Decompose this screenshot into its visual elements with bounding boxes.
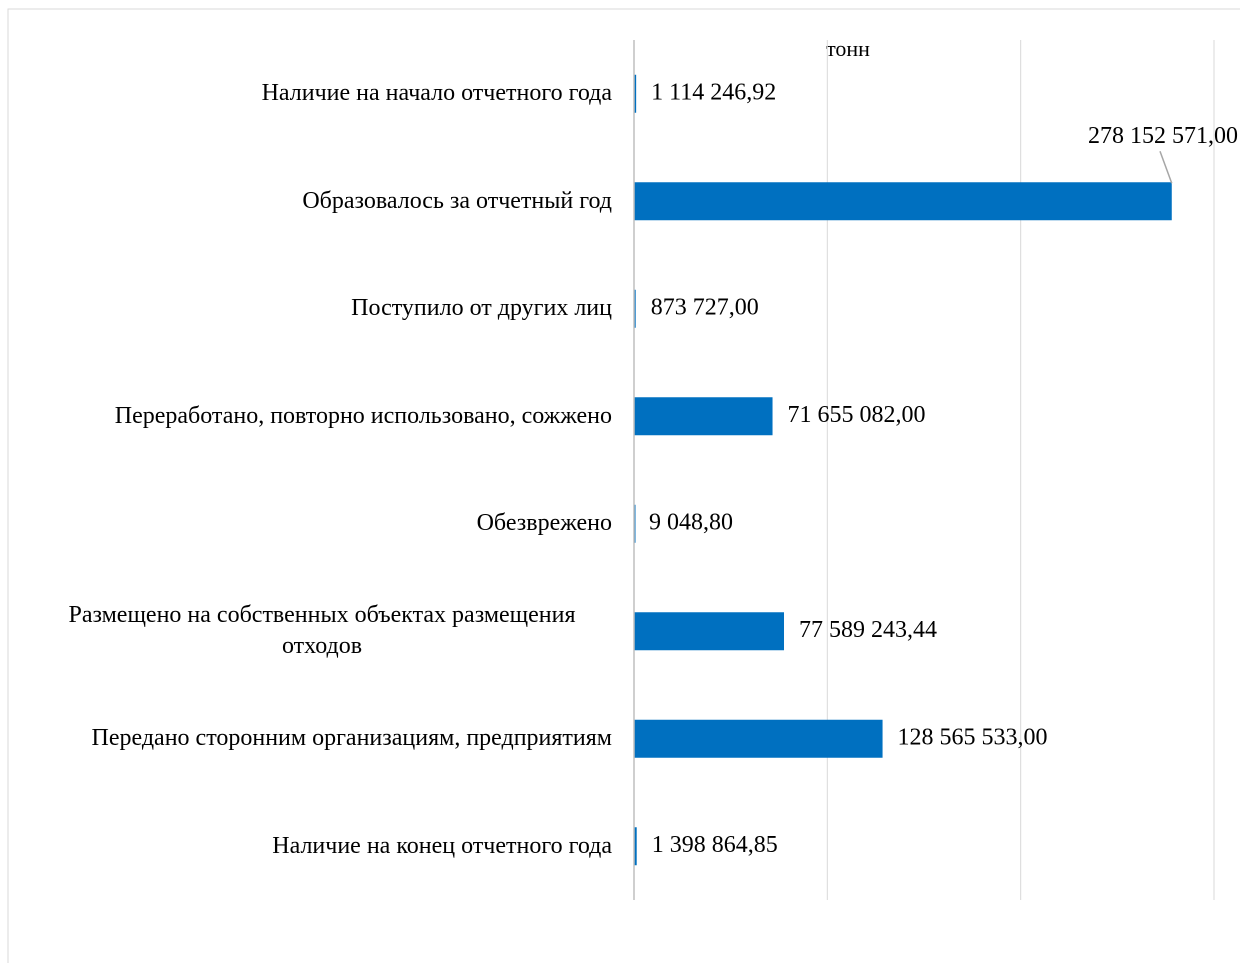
data-label: 77 589 243,44 (799, 617, 937, 643)
y-tick-label: Переработано, повторно использовано, сож… (114, 402, 612, 429)
y-tick-label-box: Размещено на собственных объектах размещ… (14, 591, 612, 671)
y-tick-label: Образовалось за отчетный год (302, 187, 612, 214)
bar (634, 719, 883, 758)
y-tick-label: Передано сторонним организациям, предпри… (91, 725, 612, 752)
axis-label: тонн (826, 36, 870, 61)
data-label: 71 655 082,00 (788, 402, 926, 428)
data-label: 1 398 864,85 (652, 832, 778, 858)
y-tick-label-box: Переработано, повторно использовано, сож… (14, 376, 612, 456)
y-tick-label-box: Образовалось за отчетный год (14, 161, 612, 241)
leader-line (1159, 150, 1173, 184)
y-tick-label: Наличие на начало отчетного года (261, 80, 612, 107)
y-tick-label: Поступило от других лиц (351, 295, 612, 322)
bar (634, 289, 636, 328)
bar (634, 74, 637, 113)
y-tick-label: Наличие на конец отчетного года (272, 832, 612, 859)
chart-frame (7, 8, 1240, 963)
data-label: 873 727,00 (651, 294, 759, 320)
y-tick-label-box: Наличие на конец отчетного года (14, 806, 612, 886)
data-label: 128 565 533,00 (898, 724, 1048, 750)
y-tick-label-box: Наличие на начало отчетного года (14, 54, 612, 134)
y-tick-label: Обезврежено (476, 510, 612, 537)
data-label: 1 114 246,92 (651, 79, 776, 105)
bar (634, 397, 773, 436)
y-tick-label: Размещено на собственных объектах размещ… (68, 602, 576, 660)
data-label: 278 152 571,00 (1088, 123, 1238, 149)
data-label: 9 048,80 (649, 509, 733, 535)
y-tick-label-box: Поступило от других лиц (14, 269, 612, 349)
bar (634, 612, 785, 651)
y-tick-label-box: Передано сторонним организациям, предпри… (14, 699, 612, 779)
bar (634, 182, 1172, 221)
bar (634, 827, 637, 866)
y-tick-label-box: Обезврежено (14, 484, 612, 564)
